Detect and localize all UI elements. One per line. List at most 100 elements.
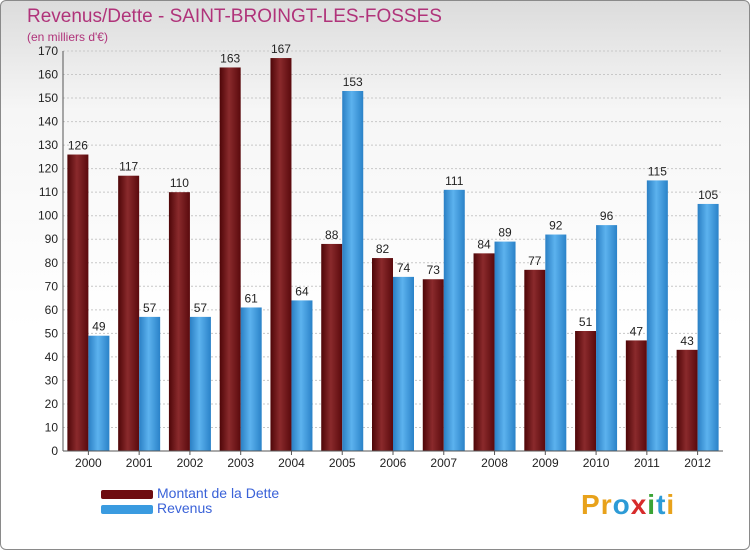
bar-revenus [393, 276, 414, 451]
x-tick-label: 2005 [329, 456, 356, 470]
x-tick-label: 2006 [380, 456, 407, 470]
data-label-revenus: 64 [295, 284, 309, 298]
axes: 0 10 20 30 40 50 60 70 80 90 100 110 120 130 140 150 160… [38, 44, 723, 470]
logo-letter: o [612, 489, 631, 520]
data-label-dette: 73 [427, 263, 441, 277]
logo-letter: x [630, 489, 648, 520]
y-tick-label: 20 [45, 397, 59, 411]
bar-revenus [342, 91, 364, 451]
y-tick-label: 110 [39, 185, 58, 199]
data-label-revenus: 89 [498, 226, 512, 240]
data-label-dette: 47 [630, 324, 644, 338]
data-label-revenus: 74 [397, 261, 411, 275]
data-label-dette: 163 [220, 51, 240, 65]
x-tick-label: 2012 [684, 456, 711, 470]
x-tick-label: 2010 [583, 456, 610, 470]
y-tick-label: 130 [38, 138, 58, 152]
bar-dette [372, 258, 393, 451]
legend-label-dette: Montant de la Dette [157, 485, 280, 501]
y-tick-label: 60 [45, 303, 59, 317]
data-label-dette: 110 [170, 176, 189, 190]
bars [67, 58, 719, 452]
data-label-revenus: 57 [143, 301, 157, 315]
legend-swatch-revenus [101, 505, 153, 514]
y-tick-label: 10 [45, 420, 59, 434]
x-tick-label: 2007 [430, 456, 457, 470]
data-label-dette: 82 [376, 242, 390, 256]
bar-dette [219, 67, 241, 452]
bar-dette [270, 58, 292, 451]
data-label-revenus: 49 [92, 320, 106, 334]
y-tick-label: 30 [45, 373, 59, 387]
bar-dette [524, 269, 546, 451]
data-label-revenus: 61 [245, 291, 259, 305]
x-tick-label: 2003 [227, 456, 254, 470]
bar-dette [676, 349, 698, 451]
logo-letter: i [647, 489, 657, 520]
bar-dette [321, 243, 343, 451]
x-tick-label: 2002 [177, 456, 204, 470]
bar-dette [575, 331, 597, 451]
data-label-dette: 84 [477, 237, 491, 251]
y-tick-label: 0 [51, 444, 58, 458]
x-tick-label: 2008 [481, 456, 508, 470]
bar-revenus [646, 180, 668, 452]
data-label-revenus: 111 [445, 174, 464, 188]
y-tick-label: 140 [38, 115, 58, 129]
data-label-revenus: 57 [194, 301, 208, 315]
x-tick-label: 2009 [532, 456, 559, 470]
data-label-dette: 117 [119, 160, 138, 174]
y-tick-label: 70 [45, 279, 59, 293]
bar-revenus [596, 225, 618, 451]
proxiti-logo: Proxiti [581, 489, 675, 521]
data-label-revenus: 153 [343, 75, 363, 89]
x-tick-label: 2000 [75, 456, 102, 470]
y-tick-label: 160 [38, 68, 58, 82]
chart-title: Revenus/Dette - SAINT-BROINGT-LES-FOSSES [27, 6, 442, 27]
bar-dette [473, 253, 495, 451]
bar-revenus [240, 307, 262, 451]
y-tick-label: 150 [38, 91, 58, 105]
y-tick-label: 40 [45, 350, 59, 364]
x-tick-label: 2001 [126, 456, 153, 470]
data-label-revenus: 115 [648, 164, 667, 178]
data-label-dette: 51 [579, 315, 593, 329]
data-label-revenus: 96 [600, 209, 614, 223]
data-labels: 126 49 117 57 110 57 163 61 167 64 88 153 82 74 73 111 8… [68, 42, 719, 348]
data-label-dette: 167 [271, 42, 291, 56]
bar-dette [422, 279, 444, 451]
y-tick-label: 170 [38, 44, 58, 58]
bar-revenus [88, 335, 110, 451]
y-tick-label: 120 [38, 162, 58, 176]
bar-revenus [545, 234, 567, 451]
data-label-dette: 88 [325, 228, 339, 242]
bar-revenus [189, 316, 211, 451]
chart-subtitle: (en milliers d'€) [27, 30, 108, 44]
legend-swatch-dette [101, 490, 153, 499]
bar-dette [625, 340, 647, 451]
bar-revenus [139, 316, 161, 451]
logo-letter: t [656, 489, 667, 520]
bar-revenus [494, 241, 516, 451]
data-label-dette: 77 [528, 254, 542, 268]
y-tick-label: 80 [45, 256, 59, 270]
data-label-revenus: 92 [549, 219, 563, 233]
y-tick-label: 90 [45, 232, 59, 246]
logo-letter: r [600, 489, 613, 520]
legend-label-revenus: Revenus [157, 500, 213, 516]
bar-dette [67, 154, 89, 451]
x-tick-label: 2011 [634, 456, 660, 470]
y-tick-label: 50 [45, 326, 59, 340]
data-label-revenus: 105 [698, 188, 718, 202]
bar-revenus [443, 189, 465, 451]
data-label-dette: 43 [680, 334, 694, 348]
bar-dette [118, 175, 140, 452]
y-tick-label: 100 [38, 209, 58, 223]
logo-letter: P [581, 489, 601, 520]
bar-revenus [291, 300, 313, 451]
bar-dette [168, 192, 190, 452]
data-label-dette: 126 [68, 139, 88, 153]
bar-revenus [697, 203, 719, 451]
